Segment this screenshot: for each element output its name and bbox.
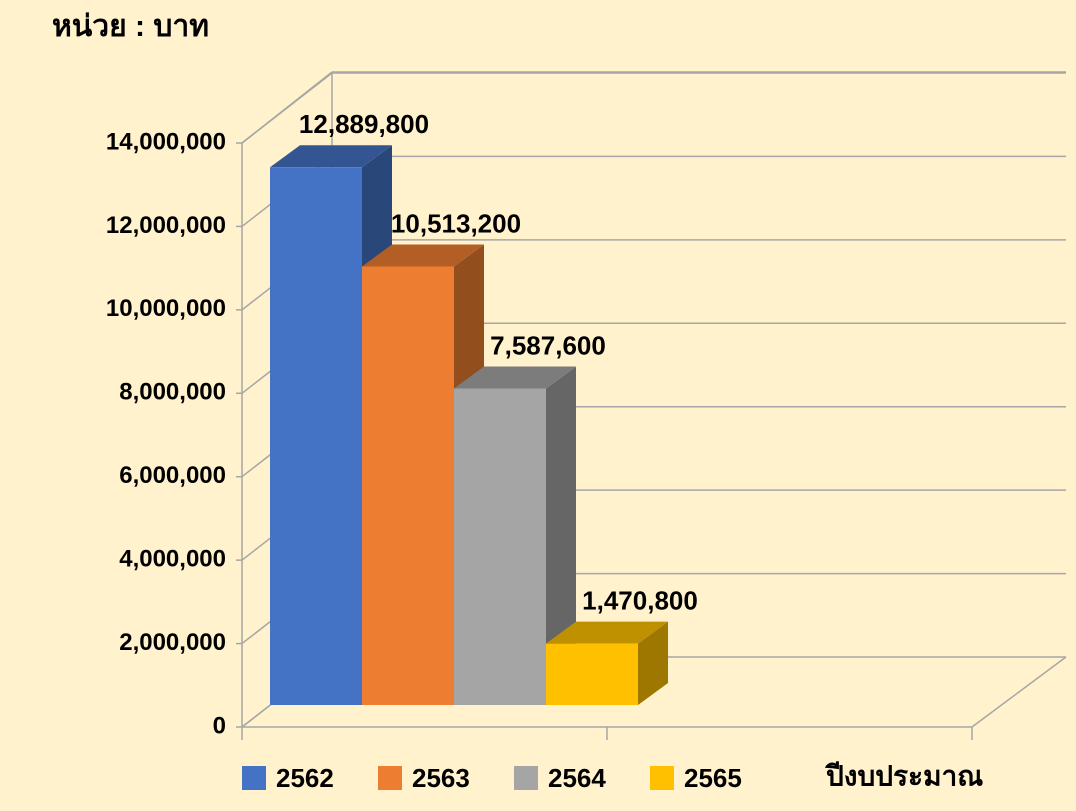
bar-side	[638, 621, 668, 705]
y-tick-label: 8,000,000	[119, 379, 226, 406]
bar-top	[454, 366, 576, 389]
y-tick-label: 4,000,000	[119, 545, 226, 572]
bar	[362, 266, 454, 705]
y-tick-label: 10,000,000	[106, 295, 226, 322]
legend-label: 2563	[412, 763, 470, 793]
bar-top	[270, 145, 392, 168]
floor-edge	[971, 656, 1067, 728]
grid-line	[241, 72, 1066, 144]
bar	[454, 388, 546, 705]
y-tick-label: 12,000,000	[106, 212, 226, 239]
bar	[546, 643, 638, 705]
legend-swatch	[378, 766, 402, 790]
y-tick-label: 2,000,000	[119, 629, 226, 656]
bar-top	[546, 621, 668, 644]
y-tick-label: 6,000,000	[119, 462, 226, 489]
bar	[270, 167, 362, 705]
value-label: 10,513,200	[391, 208, 521, 238]
value-label: 12,889,800	[299, 109, 429, 139]
value-label: 1,470,800	[582, 586, 698, 616]
value-label: 7,587,600	[490, 330, 606, 360]
x-axis-label: ปีงบประมาณ	[824, 760, 983, 791]
unit-title: หน่วย : บาท	[52, 10, 209, 43]
legend-swatch	[514, 766, 538, 790]
legend-label: 2562	[276, 763, 334, 793]
bar-top	[362, 244, 484, 267]
legend-swatch	[242, 766, 266, 790]
y-tick-label: 14,000,000	[106, 128, 226, 155]
legend-label: 2564	[548, 763, 606, 793]
legend-swatch	[650, 766, 674, 790]
legend-label: 2565	[684, 763, 742, 793]
y-tick-label: 0	[213, 712, 226, 739]
bar-side	[546, 366, 576, 705]
